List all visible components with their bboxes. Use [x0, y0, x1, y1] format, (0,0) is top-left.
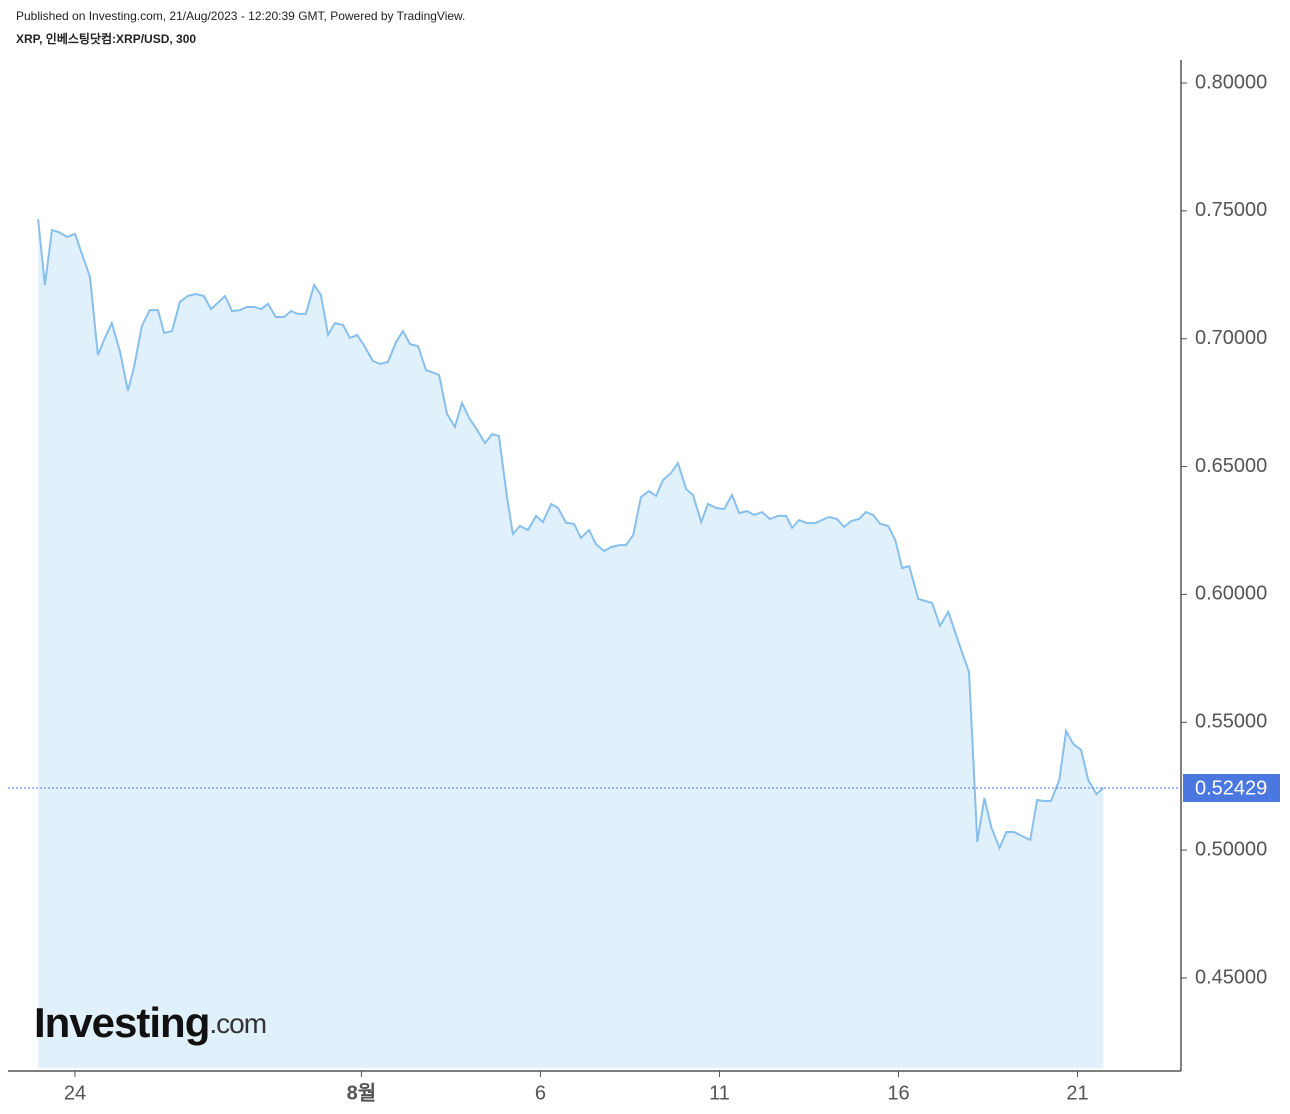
y-tick-label: 0.45000 — [1195, 966, 1267, 988]
last-price-label: 0.52429 — [1195, 777, 1267, 799]
y-tick-label: 0.50000 — [1195, 838, 1267, 860]
x-tick-label: 6 — [535, 1082, 546, 1104]
x-tick-label: 16 — [887, 1082, 909, 1104]
x-tick-label: 11 — [709, 1082, 730, 1104]
line — [37, 218, 1104, 851]
area — [38, 219, 1104, 1069]
y-tick-label: 0.60000 — [1195, 583, 1267, 605]
logo-name-text: Investing — [34, 999, 209, 1046]
symbol-title: XRP, 인베스팅닷컴:XRP/USD, 300 — [16, 31, 196, 46]
published-note: Published on Investing.com, 21/Aug/2023 … — [16, 9, 465, 23]
logo-name: Investing.com — [34, 999, 266, 1046]
y-tick-label: 0.80000 — [1195, 71, 1267, 93]
logo-suffix: .com — [209, 1008, 266, 1039]
x-tick-label: 21 — [1066, 1082, 1088, 1104]
plot — [37, 218, 1104, 1069]
y-tick-label: 0.65000 — [1195, 455, 1267, 477]
y-tick-label: 0.55000 — [1195, 711, 1267, 733]
last-price-box — [1183, 774, 1280, 803]
y-tick-label: 0.70000 — [1195, 327, 1267, 349]
x-tick-label: 24 — [64, 1082, 86, 1104]
y-tick-label: 0.75000 — [1195, 199, 1267, 221]
x-tick-label: 8월 — [347, 1081, 377, 1104]
